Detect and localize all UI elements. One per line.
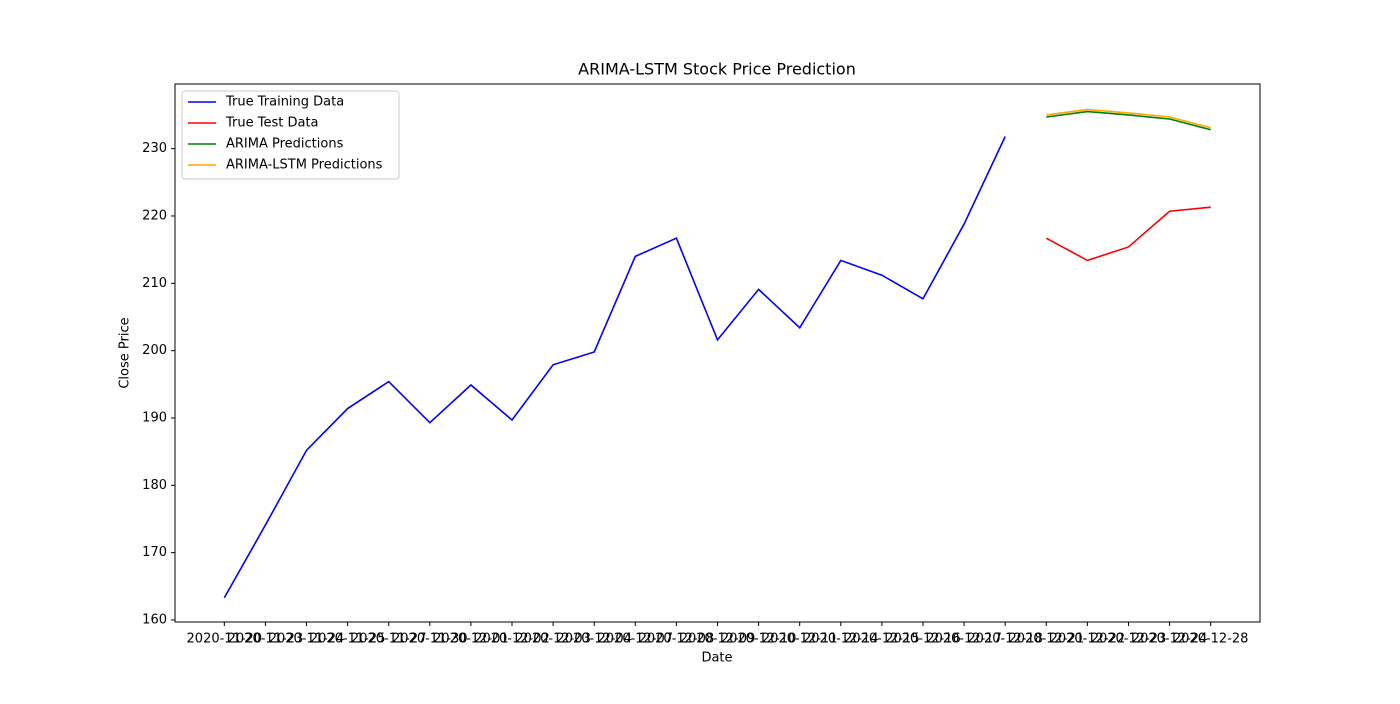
x-tick-label: 2020-12-17 [926,632,1002,647]
legend-label: True Training Data [225,95,344,110]
x-tick-label: 2020-12-02 [474,632,550,647]
x-tick-label: 2020-11-27 [351,632,427,647]
y-tick-label: 180 [142,478,167,493]
y-tick-label: 230 [142,141,167,156]
x-tick-label: 2020-12-08 [639,632,715,647]
x-tick-label: 2020-12-22 [1050,632,1126,647]
legend-label: ARIMA Predictions [226,137,344,152]
y-tick-label: 210 [142,276,167,291]
legend-label: True Test Data [225,116,319,131]
y-tick-label: 190 [142,410,167,425]
x-tick-label: 2020-12-24 [1132,632,1208,647]
x-tick-label: 2020-12-14 [803,632,879,647]
x-tick-label: 2020-12-23 [1091,632,1167,647]
x-tick-label: 2020-12-03 [515,632,591,647]
chart-title: ARIMA-LSTM Stock Price Prediction [578,60,856,79]
series-line [1046,108,1211,129]
x-tick-label: 2020-11-24 [269,632,345,647]
x-tick-label: 2020-12-16 [885,632,961,647]
series-line [223,136,1006,599]
x-tick-label: 2020-12-09 [680,632,756,647]
legend-box [181,90,400,180]
y-tick-label: 200 [142,343,167,358]
legend-label: ARIMA-LSTM Predictions [226,158,383,173]
x-tick-label: 2020-11-25 [310,632,386,647]
x-tick-label: 2020-12-10 [721,632,797,647]
x-tick-label: 2020-11-20 [187,632,263,647]
x-tick-label: 2020-12-18 [967,632,1043,647]
y-tick-label: 170 [142,545,167,560]
series-line [1045,206,1211,262]
x-tick-label: 2020-11-23 [228,632,304,647]
x-tick-label: 2020-12-11 [762,632,838,647]
y-tick-label: 220 [142,208,167,223]
x-tick-label: 2020-12-01 [433,632,509,647]
x-tick-label: 2020-12-07 [598,632,674,647]
series-line [1046,110,1211,131]
x-axis-label: Date [701,651,732,666]
x-tick-label: 2020-12-04 [556,632,632,647]
x-tick-label: 2020-12-28 [1173,632,1249,647]
x-tick-label: 2020-12-15 [844,632,920,647]
y-tick-label: 160 [142,612,167,627]
x-tick-label: 2020-12-21 [1009,632,1085,647]
x-tick-label: 2020-11-30 [392,632,468,647]
y-axis-label: Close Price [118,317,133,388]
